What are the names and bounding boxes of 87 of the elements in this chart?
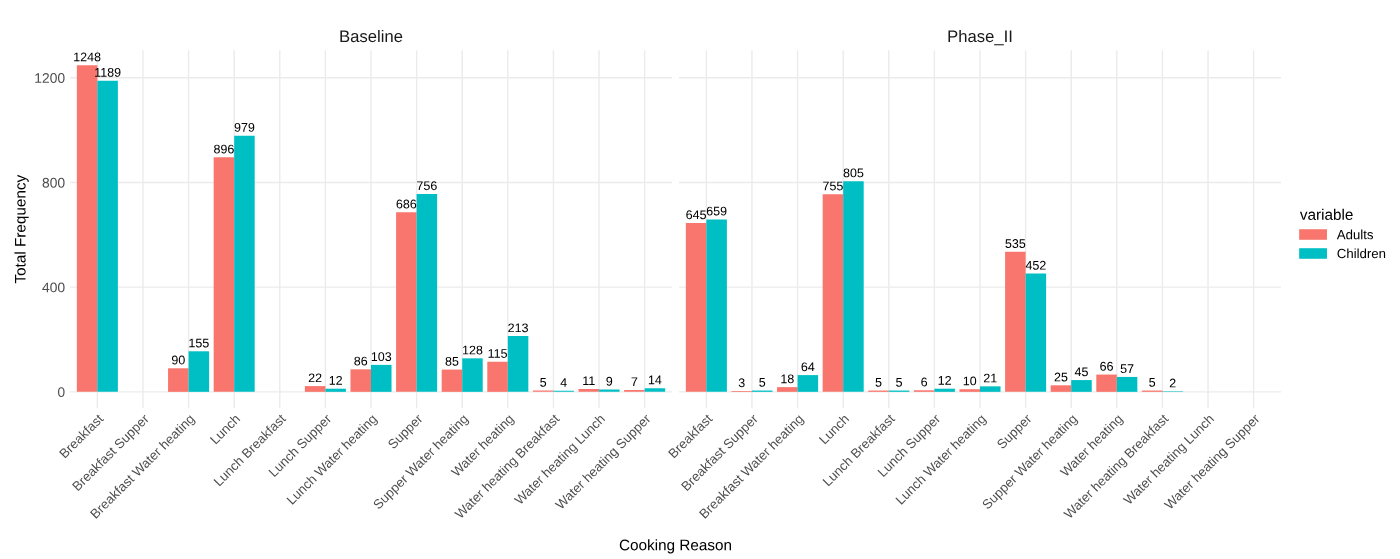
data-label: 645 [686,210,707,220]
data-label: 2 [1169,378,1176,388]
data-label: 115 [488,349,507,358]
bar [441,369,463,392]
data-label: 103 [371,352,392,362]
bar [396,212,417,392]
data-label: 14 [648,375,662,385]
data-label: 5 [540,377,547,387]
data-label: 5 [759,377,766,387]
data-label: 57 [1120,364,1134,374]
data-label: 12 [329,375,342,385]
y-tick-label: 0 [57,387,65,398]
legend-label: Adults [1336,229,1374,240]
data-label: 896 [214,144,234,154]
data-label: 5 [896,377,902,387]
legend-label: Children [1337,248,1386,259]
bar [980,386,1001,392]
bar [325,388,346,392]
bar [416,193,438,392]
y-tick-label: 400 [42,282,65,293]
bar [822,194,844,392]
bar [97,80,118,392]
data-label: 90 [171,355,185,365]
bar [1005,251,1026,392]
data-label: 25 [1054,372,1068,382]
bar [843,181,864,392]
bar [644,388,666,392]
data-label: 5 [875,377,882,387]
bar [797,375,819,392]
data-label: 86 [354,356,368,366]
bar [188,351,210,392]
data-label: 452 [1025,260,1046,270]
bar [168,368,189,392]
bar [1096,374,1117,392]
data-label: 11 [583,376,595,385]
data-label: 805 [843,168,864,178]
bar [213,157,235,392]
data-label: 6 [921,377,928,387]
data-label: 535 [1005,239,1026,248]
bar [959,389,980,392]
bar [507,336,529,392]
bar [1116,376,1138,392]
bar [706,219,727,392]
bar [487,361,508,392]
data-label: 128 [463,345,483,355]
data-label: 45 [1074,367,1088,377]
data-label: 755 [823,181,843,191]
bar [578,388,600,392]
data-label: 213 [508,323,528,333]
y-tick-label: 1200 [35,73,65,83]
bar [1025,273,1047,392]
data-label: 66 [1100,361,1113,371]
y-axis-title: Total Frequency [14,174,29,284]
data-label: 659 [706,206,727,216]
data-label: 21 [983,373,997,383]
bar [371,364,392,392]
data-label: 3 [738,378,745,388]
bar [777,387,798,392]
bar [1050,385,1072,392]
legend-title: variable [1299,208,1353,220]
data-label: 85 [445,356,459,366]
data-label: 9 [606,376,613,386]
bar [1071,380,1092,392]
bar [234,135,255,392]
bar [462,358,483,392]
data-label: 155 [189,338,209,348]
data-label: 10 [963,376,977,386]
bar [934,388,955,392]
bar [599,389,620,392]
data-label: 4 [560,378,567,387]
data-label: 18 [781,374,794,384]
data-label: 756 [417,181,437,191]
data-label: 64 [801,362,815,372]
bar [304,386,326,392]
bar [685,223,707,392]
data-label: 5 [1149,377,1156,387]
bar [350,369,371,392]
data-label: 7 [631,377,638,387]
data-label: 1248 [74,52,101,62]
data-label: 979 [234,122,255,132]
data-label: 686 [396,199,417,209]
data-label: 12 [938,375,951,385]
y-tick-label: 800 [42,177,65,188]
chart-title: Phase_II [948,29,1012,46]
data-label: 22 [308,373,322,383]
chart-title: Baseline [340,29,403,43]
x-axis-title: Cooking Reason [619,539,731,554]
